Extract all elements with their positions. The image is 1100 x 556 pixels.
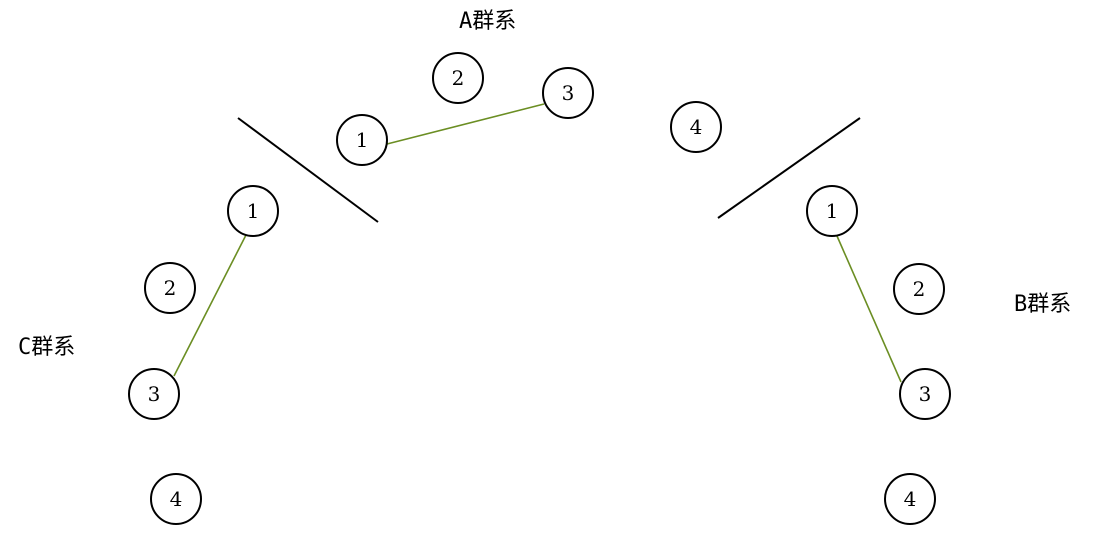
connection-b-1-3 — [836, 235, 902, 383]
node-c-3-label: 3 — [148, 382, 161, 406]
node-a-4-label: 4 — [690, 115, 703, 139]
node-a-2-label: 2 — [452, 66, 465, 90]
node-c-2: 2 — [144, 262, 196, 314]
node-b-2: 2 — [893, 263, 945, 315]
node-b-3-label: 3 — [919, 382, 932, 406]
node-c-2-label: 2 — [164, 276, 177, 300]
divider-left — [237, 117, 379, 223]
node-b-1-label: 1 — [826, 199, 839, 223]
node-c-4-label: 4 — [170, 487, 183, 511]
node-a-3-label: 3 — [562, 81, 575, 105]
node-a-1: 1 — [336, 114, 388, 166]
node-c-4: 4 — [150, 473, 202, 525]
node-c-1-label: 1 — [247, 199, 260, 223]
node-b-4: 4 — [884, 473, 936, 525]
group-label-b: B群系 — [1014, 292, 1071, 317]
node-c-3: 3 — [128, 368, 180, 420]
group-label-c: C群系 — [18, 335, 75, 360]
node-b-2-label: 2 — [913, 277, 926, 301]
node-a-3: 3 — [542, 67, 594, 119]
node-a-2: 2 — [432, 52, 484, 104]
divider-right — [717, 117, 861, 219]
node-b-3: 3 — [899, 368, 951, 420]
node-b-4-label: 4 — [904, 487, 917, 511]
group-label-a: A群系 — [459, 9, 516, 34]
node-c-1: 1 — [227, 185, 279, 237]
node-b-1: 1 — [806, 185, 858, 237]
connection-c-1-3 — [173, 234, 247, 377]
node-a-1-label: 1 — [356, 128, 369, 152]
node-a-4: 4 — [670, 101, 722, 153]
connection-a-1-3 — [386, 103, 545, 145]
